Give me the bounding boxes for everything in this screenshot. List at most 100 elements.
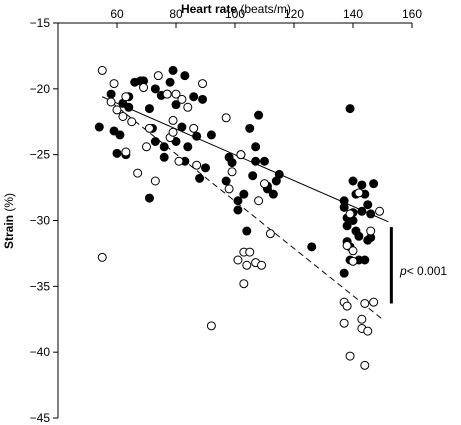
y-tick-label: −35	[30, 279, 51, 293]
open-data-point	[245, 247, 255, 257]
filled-data-point	[248, 171, 258, 181]
y-tick-label: −25	[30, 148, 51, 162]
open-data-point	[345, 351, 355, 361]
open-data-point	[233, 255, 243, 265]
filled-data-point	[195, 173, 205, 183]
open-data-point	[97, 252, 107, 262]
filled-data-point	[115, 130, 125, 140]
filled-data-point	[348, 176, 358, 186]
open-data-point	[168, 127, 178, 137]
filled-data-point	[245, 123, 255, 133]
filled-data-point	[112, 148, 122, 158]
filled-data-point	[274, 169, 284, 179]
open-data-point	[198, 79, 208, 89]
open-data-point	[133, 168, 143, 178]
open-data-point	[369, 297, 379, 307]
open-data-point	[224, 184, 234, 194]
filled-data-point	[144, 193, 154, 203]
filled-data-point	[307, 242, 317, 252]
x-tick-label: 140	[343, 7, 363, 21]
y-tick-label: −40	[30, 345, 51, 359]
y-axis-title-unit: (%)	[2, 193, 16, 215]
filled-data-point	[369, 179, 379, 189]
open-data-point	[366, 226, 376, 236]
open-data-point	[189, 123, 199, 133]
filled-data-point	[251, 142, 261, 152]
open-data-point	[242, 260, 252, 270]
y-tick-label: −15	[30, 16, 51, 30]
filled-data-point	[342, 221, 352, 231]
open-data-point	[375, 206, 385, 216]
filled-data-point	[192, 131, 202, 141]
open-data-point	[360, 298, 370, 308]
open-data-point	[342, 301, 352, 311]
open-data-point	[121, 92, 131, 102]
open-data-point	[142, 142, 151, 152]
open-data-point	[257, 260, 267, 270]
open-data-point	[357, 314, 367, 324]
filled-data-point	[357, 206, 367, 216]
filled-data-point	[189, 92, 199, 102]
filled-data-point	[106, 89, 116, 99]
filled-data-point	[150, 84, 160, 94]
filled-data-point	[206, 130, 216, 140]
open-data-point	[183, 102, 193, 112]
open-data-point	[339, 318, 349, 328]
filled-data-point	[171, 100, 181, 110]
open-data-point	[360, 360, 370, 370]
filled-data-point	[363, 200, 373, 210]
p-value-rest: < 0.001	[407, 264, 448, 278]
filled-data-point	[221, 176, 231, 186]
filled-data-point	[366, 209, 376, 219]
filled-data-point	[345, 104, 355, 114]
filled-data-point	[268, 189, 278, 199]
open-data-point	[112, 105, 122, 115]
filled-data-point	[251, 156, 261, 166]
y-axis-title-main: Strain	[2, 215, 16, 249]
open-data-point	[121, 147, 131, 157]
x-axis-title-unit: (beats/m)	[237, 2, 291, 16]
open-data-point	[168, 115, 178, 125]
p-value-italic: p	[399, 264, 407, 278]
open-data-point	[150, 176, 160, 186]
x-axis: 60 80 100 120 140 160	[58, 7, 422, 28]
open-data-point	[363, 326, 373, 336]
open-data-point	[109, 79, 119, 89]
open-data-point	[348, 256, 358, 266]
filled-data-point	[165, 77, 175, 87]
open-data-point	[348, 246, 358, 256]
open-data-point	[227, 167, 237, 177]
open-data-point	[139, 83, 149, 93]
open-data-point	[153, 71, 163, 81]
open-data-point	[265, 229, 275, 239]
filled-data-point	[94, 122, 104, 132]
x-tick-label: 80	[169, 7, 183, 21]
filled-data-point	[339, 268, 349, 278]
filled-data-point	[227, 158, 237, 168]
open-data-point	[192, 160, 202, 170]
filled-data-point	[360, 255, 370, 265]
open-data-point	[127, 117, 137, 127]
open-data-point	[236, 150, 246, 160]
filled-data-point	[150, 137, 160, 146]
open-data-point	[345, 209, 355, 219]
x-axis-title: Heart rate (beats/m)	[181, 2, 291, 16]
open-data-point	[97, 65, 107, 75]
y-axis: −15 −20 −25 −30 −35 −40 −45	[30, 16, 59, 425]
data-points	[94, 65, 385, 370]
open-series-trendline	[110, 101, 383, 320]
filled-data-point	[159, 142, 169, 152]
filled-data-point	[339, 202, 349, 212]
open-data-point	[239, 279, 249, 289]
y-tick-label: −20	[30, 82, 51, 96]
open-data-point	[254, 196, 264, 206]
filled-data-point	[239, 189, 249, 199]
open-data-point	[342, 241, 352, 251]
open-data-point	[171, 89, 181, 99]
filled-data-point	[168, 65, 178, 75]
x-axis-title-main: Heart rate	[181, 2, 237, 16]
open-data-point	[174, 156, 184, 166]
filled-data-point	[159, 152, 169, 162]
open-data-point	[221, 113, 231, 123]
